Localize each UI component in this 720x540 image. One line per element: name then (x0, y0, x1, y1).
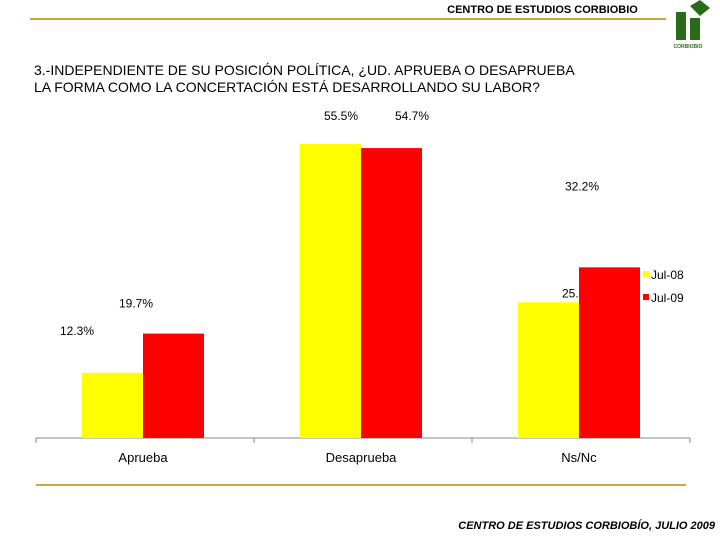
legend-label: Jul-09 (651, 291, 684, 305)
question-text: 3.-INDEPENDIENTE DE SU POSICIÓN POLÍTICA… (34, 62, 694, 96)
logo-bar-right (690, 18, 700, 40)
logo-diamond (690, 0, 710, 16)
corbiobio-logo (676, 0, 710, 40)
question-line-1: 3.-INDEPENDIENTE DE SU POSICIÓN POLÍTICA… (34, 62, 575, 78)
x-tick-label: Ns/Nc (561, 450, 597, 465)
data-label: 54.7% (395, 109, 429, 123)
data-label: 19.7% (119, 297, 153, 311)
legend-swatch-jul-08 (643, 271, 649, 277)
legend-label: Jul-08 (651, 268, 684, 282)
footer-source: CENTRO DE ESTUDIOS CORBIOBÍO, JULIO 2009 (458, 520, 715, 532)
logo-caption: CORBIOBIO (673, 44, 703, 50)
bar-chart: 12.3%19.7%Aprueba55.5%54.7%Desaprueba25.… (35, 109, 691, 465)
bar-jul-09-desaprueba (361, 148, 422, 438)
data-label: 32.2% (565, 179, 599, 193)
bar-jul-09-aprueba (143, 333, 204, 438)
data-label: 55.5% (324, 109, 358, 123)
bar-jul-08-desaprueba (300, 143, 361, 438)
logo-bar-left (676, 12, 686, 40)
question-line-2: LA FORMA COMO LA CONCERTACIÓN ESTÁ DESAR… (34, 79, 540, 95)
header-title: CENTRO DE ESTUDIOS CORBIOBIO (447, 4, 638, 16)
bar-jul-08-nsnc (518, 302, 579, 438)
x-tick-label: Desaprueba (326, 450, 398, 465)
x-tick-label: Aprueba (118, 450, 168, 465)
bar-jul-08-aprueba (82, 372, 143, 438)
legend-swatch-jul-09 (643, 294, 649, 300)
header-rule (30, 18, 666, 20)
bar-jul-09-nsnc (579, 267, 640, 438)
data-label: 12.3% (60, 324, 94, 338)
footer-rule (36, 484, 686, 486)
